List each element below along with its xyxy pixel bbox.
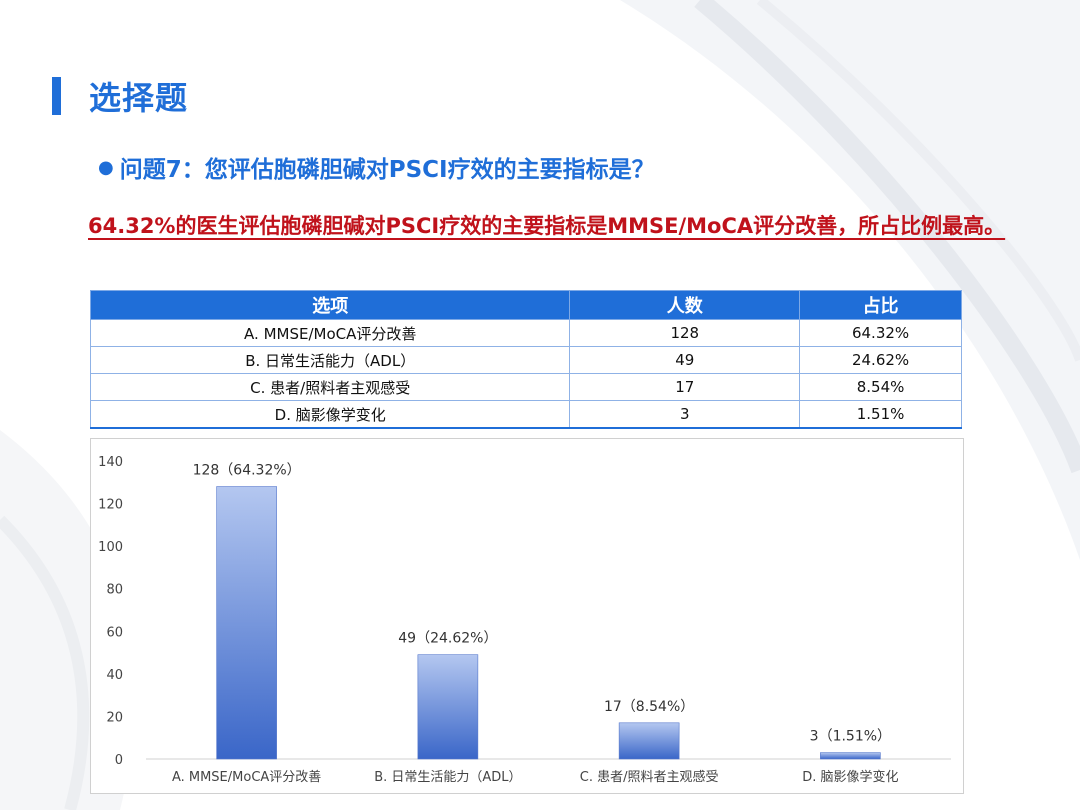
cell-option: B. 日常生活能力（ADL）: [89, 346, 571, 374]
bar: [618, 722, 680, 760]
slide-title: 选择题: [52, 76, 189, 117]
x-tick-label: B. 日常生活能力（ADL）: [374, 770, 521, 785]
y-tick-label: 40: [106, 668, 123, 683]
cell-count: 3: [569, 400, 801, 429]
data-label: 17（8.54%）: [604, 699, 694, 715]
header-option: 选项: [89, 290, 571, 320]
y-tick-label: 20: [106, 710, 123, 725]
data-label: 128（64.32%）: [193, 463, 301, 479]
bar: [820, 752, 881, 760]
y-tick-label: 60: [106, 625, 123, 640]
table-header-row: 选项 人数 占比: [89, 290, 962, 320]
bar-chart: 0 20 40 60 80 100 120 140 128（64.32%） A. MMSE/MoC…: [90, 438, 964, 794]
x-tick-label: A. MMSE/MoCA评分改善: [172, 769, 321, 785]
x-tick-label: D. 脑影像学变化: [802, 769, 898, 785]
y-tick-label: 140: [98, 455, 123, 470]
header-percent: 占比: [799, 290, 962, 320]
y-tick-label: 80: [106, 583, 123, 598]
table-row: C. 患者/照料者主观感受 17 8.54%: [89, 373, 962, 401]
slide-title-text: 选择题: [89, 79, 189, 117]
cell-count: 49: [569, 346, 801, 374]
question: ● 问题7：您评估胞磷胆碱对PSCI疗效的主要指标是？: [98, 150, 655, 184]
data-label: 3（1.51%）: [810, 729, 891, 745]
header-count: 人数: [569, 290, 801, 320]
bar-chart-svg: 0 20 40 60 80 100 120 140 128（64.32%） A. MMSE/MoC…: [98, 455, 951, 785]
cell-count: 128: [569, 319, 801, 347]
table-row: B. 日常生活能力（ADL） 49 24.62%: [89, 346, 962, 374]
table-row: A. MMSE/MoCA评分改善 128 64.32%: [89, 319, 962, 347]
cell-percent: 1.51%: [799, 400, 962, 429]
results-table: 选项 人数 占比 A. MMSE/MoCA评分改善 128 64.32% B. …: [89, 290, 962, 429]
question-text: 问题7：您评估胞磷胆碱对PSCI疗效的主要指标是？: [119, 157, 655, 183]
data-label: 49（24.62%）: [398, 631, 497, 647]
title-accent-bar: [52, 77, 61, 115]
cell-count: 17: [569, 373, 801, 401]
y-tick-label: 100: [98, 540, 123, 555]
cell-option: D. 脑影像学变化: [89, 400, 571, 429]
finding-text: 64.32%的医生评估胞磷胆碱对PSCI疗效的主要指标是MMSE/MoCA评分改…: [88, 214, 1006, 238]
table-row: D. 脑影像学变化 3 1.51%: [89, 400, 962, 429]
bullet-icon: ●: [98, 156, 114, 178]
bar: [417, 654, 479, 760]
cell-percent: 8.54%: [799, 373, 962, 401]
x-tick-label: C. 患者/照料者主观感受: [580, 769, 719, 785]
cell-percent: 64.32%: [799, 319, 962, 347]
cell-option: C. 患者/照料者主观感受: [89, 373, 571, 401]
y-tick-label: 0: [115, 753, 123, 768]
cell-option: A. MMSE/MoCA评分改善: [89, 319, 571, 347]
y-tick-label: 120: [98, 498, 123, 513]
bar: [216, 486, 277, 760]
cell-percent: 24.62%: [799, 346, 962, 374]
